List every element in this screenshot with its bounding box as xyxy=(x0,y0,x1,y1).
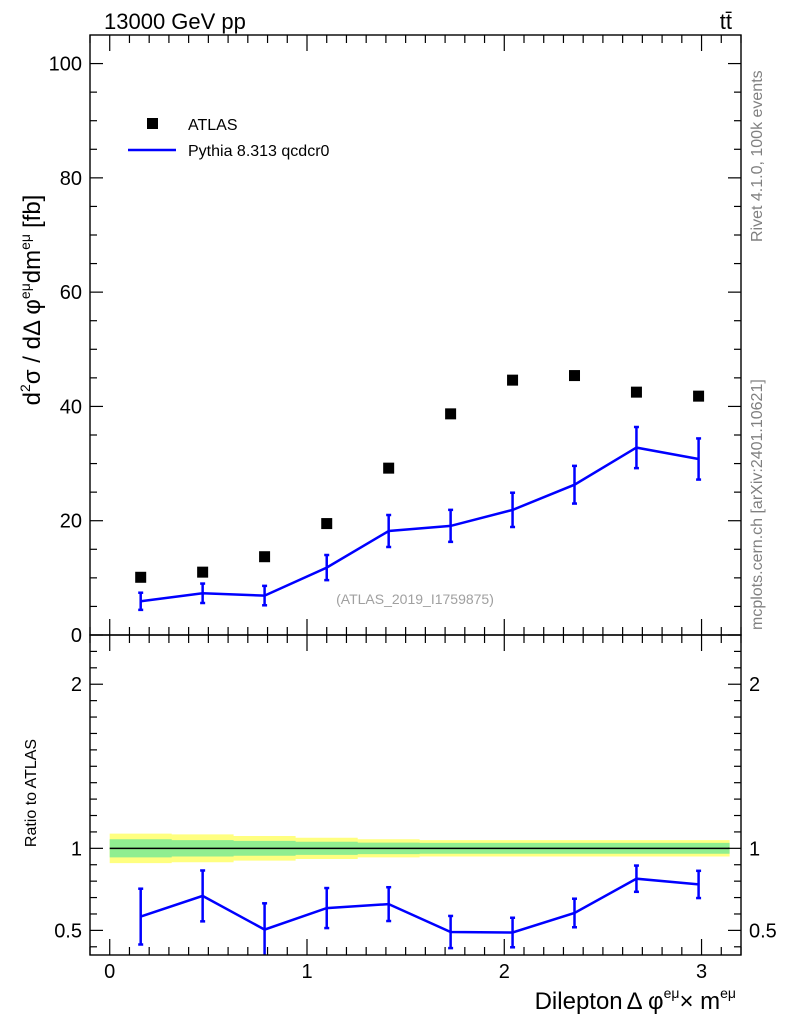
ratio-ytick-label-left: 2 xyxy=(71,674,82,696)
pythia-series-line xyxy=(140,446,699,603)
atlas-data-point xyxy=(259,551,271,563)
energy-label: 13000 GeV pp xyxy=(104,9,246,34)
ylabel-dm: dm xyxy=(19,250,46,283)
ratio-plot-layer xyxy=(138,864,702,955)
atlas-data-point xyxy=(383,462,395,474)
atlas-data-point xyxy=(445,408,457,420)
legend: ATLAS Pythia 8.313 qcdcr0 xyxy=(128,117,330,160)
main-ytick-label: 60 xyxy=(60,282,82,304)
xlabel-sup-em1: eμ xyxy=(664,985,680,1001)
ratio-series-line xyxy=(140,877,699,934)
main-plot-layer xyxy=(135,370,705,612)
legend-label-pythia: Pythia 8.313 qcdcr0 xyxy=(188,143,330,160)
rivet-version-label: Rivet 4.1.0, 100k events xyxy=(749,70,766,242)
ratio-ytick-label-right: 1 xyxy=(749,838,760,860)
ylabel-sup-em2: eμ xyxy=(17,234,33,250)
ratio-ytick-label-left: 0.5 xyxy=(54,920,82,942)
main-ytick-label: 40 xyxy=(60,396,82,418)
ratio-ylabel: Ratio to ATLAS xyxy=(23,739,40,847)
legend-label-atlas: ATLAS xyxy=(188,117,238,134)
xlabel-delta: Δ φ xyxy=(627,988,664,1015)
atlas-data-point xyxy=(135,571,147,583)
xtick-label: 3 xyxy=(696,961,707,983)
atlas-data-point xyxy=(630,386,642,398)
main-ytick-label: 100 xyxy=(49,54,82,76)
svg-text:d2σ / dΔ φeμdmeμ[fb]: d2σ / dΔ φeμdmeμ[fb] xyxy=(17,195,46,406)
xlabel-pre: Dilepton xyxy=(535,988,623,1015)
ratio-band-layer xyxy=(109,833,730,864)
ylabel-sigma: σ / dΔ φ xyxy=(19,299,46,384)
xtick-label: 0 xyxy=(104,961,115,983)
xtick-label: 1 xyxy=(301,961,312,983)
main-ytick-label: 20 xyxy=(60,511,82,533)
main-ylabel: d2σ / dΔ φeμdmeμ[fb] xyxy=(17,195,46,406)
ylabel-d: d xyxy=(19,392,46,405)
mcplots-site-label: mcplots.cern.ch [arXiv:2401.10621] xyxy=(749,379,766,630)
atlas-data-point xyxy=(197,566,209,578)
ratio-panel-frame xyxy=(89,634,742,956)
ratio-ytick-label-right: 2 xyxy=(749,674,760,696)
main-ytick-label: 80 xyxy=(60,168,82,190)
ylabel-unit: [fb] xyxy=(19,195,46,228)
xlabel-sup-em2: eμ xyxy=(720,985,736,1001)
atlas-data-point xyxy=(693,390,705,402)
atlas-data-point xyxy=(321,518,333,530)
xlabel-times: × m xyxy=(679,988,720,1015)
ratio-ytick-label-left: 1 xyxy=(71,838,82,860)
analysis-watermark: (ATLAS_2019_I1759875) xyxy=(336,591,494,607)
xtick-label: 2 xyxy=(499,961,510,983)
ratio-ytick-label-right: 0.5 xyxy=(749,920,777,942)
atlas-data-point xyxy=(507,374,519,386)
legend-marker-atlas xyxy=(147,118,158,129)
ylabel-sup-2: 2 xyxy=(17,384,33,392)
ylabel-sup-em1: eμ xyxy=(17,283,33,299)
atlas-data-point xyxy=(569,370,581,382)
xlabel: Dilepton Δ φeμ× meμ xyxy=(535,985,736,1015)
main-ytick-label: 0 xyxy=(71,625,82,647)
process-label: tt̄ xyxy=(720,9,732,34)
